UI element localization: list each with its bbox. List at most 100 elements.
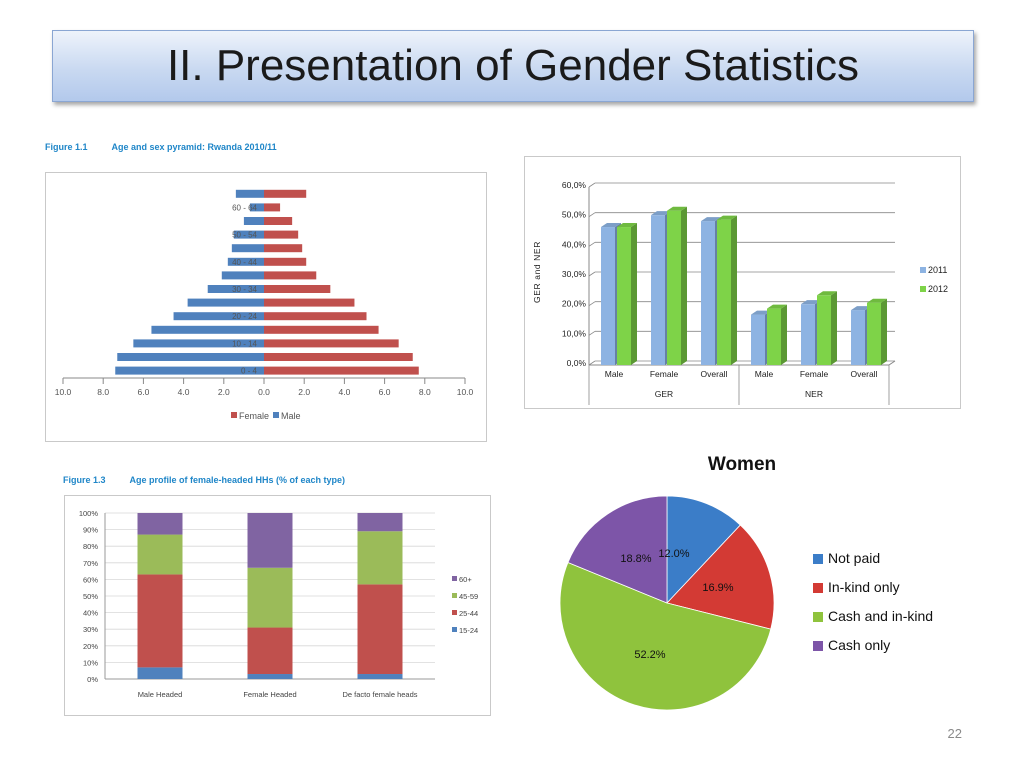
female-bar	[264, 312, 367, 321]
stack-segment-60+	[137, 513, 183, 535]
bar-top	[667, 206, 687, 211]
female-bar	[264, 353, 413, 361]
bar-top	[617, 223, 637, 228]
category-label: Male	[755, 369, 774, 379]
x-tick-label: 6.0	[137, 387, 149, 397]
age-group-label: 50 - 54	[232, 231, 257, 240]
bar-2012	[667, 206, 687, 365]
male-bar	[133, 339, 264, 348]
legend-swatch	[813, 612, 823, 622]
female-bar	[264, 189, 307, 198]
bar-2012	[717, 215, 737, 365]
bar-side	[731, 215, 737, 365]
category-label: Male Headed	[138, 690, 183, 699]
male-bar	[227, 257, 264, 266]
legend-swatch	[452, 576, 457, 581]
hh-figure-label: Figure 1.3	[63, 475, 106, 485]
bar-top	[601, 223, 621, 228]
age-group-label: 60 - 64	[232, 203, 257, 212]
male-bar	[151, 325, 264, 334]
grid-line-depth	[588, 271, 596, 277]
male-bar	[249, 203, 264, 212]
male-bar	[207, 285, 264, 293]
slide-title: II. Presentation of Gender Statistics	[166, 41, 860, 90]
grid-line-depth	[588, 331, 596, 336]
female-bar	[264, 366, 419, 375]
y-tick-label: 60%	[83, 575, 98, 584]
bar-front	[701, 221, 715, 365]
stack-segment-15-24	[247, 674, 293, 679]
category-label: De facto female heads	[342, 690, 417, 699]
y-tick-label: 100%	[79, 509, 99, 518]
grid-line-depth	[588, 242, 596, 247]
female-bar	[264, 230, 299, 239]
legend-swatch	[813, 583, 823, 593]
male-bar	[173, 312, 264, 321]
legend-label: Cash and in-kind	[828, 608, 933, 624]
bar-side	[831, 291, 837, 365]
grid-line-depth	[588, 360, 596, 366]
male-bar	[187, 298, 264, 307]
y-tick-label: 30%	[83, 625, 98, 634]
bar-front	[617, 227, 631, 365]
female-bar	[264, 244, 303, 253]
floor-right-edge	[888, 360, 896, 366]
x-tick-label: 2.0	[218, 387, 230, 397]
stack-segment-60+	[357, 513, 403, 532]
pyramid-caption: Figure 1.1 Age and sex pyramid: Rwanda 20…	[45, 142, 277, 152]
hh-stacked-chart: 0% 10% 20% 30% 40% 50% 60% 70% 80% 90% 100% Male He…	[79, 509, 478, 699]
legend-swatch	[813, 554, 823, 564]
y-tick-label: 10%	[83, 658, 98, 667]
bar-front	[817, 295, 831, 365]
pyramid-title: Age and sex pyramid: Rwanda 2010/11	[111, 142, 277, 152]
bar-top	[717, 215, 737, 220]
bar-front	[851, 310, 865, 365]
age-group-label: 10 - 14	[232, 339, 257, 348]
legend-swatch	[920, 267, 926, 273]
grid-line-depth	[588, 301, 596, 306]
legend-swatch	[452, 627, 457, 632]
legend-label-female: Female	[239, 411, 269, 421]
female-bar	[264, 257, 307, 266]
pie-slice	[666, 524, 775, 630]
y-tick-label: 0,0%	[567, 358, 587, 368]
y-tick-label: 20%	[83, 642, 98, 651]
age-group-label: 0 - 4	[241, 367, 258, 376]
bar-front	[801, 304, 815, 365]
grid-line-depth	[588, 212, 596, 217]
hh-caption: Figure 1.3 Age profile of female-headed H…	[63, 475, 345, 485]
bar-2012	[617, 223, 637, 365]
y-tick-label: 50%	[83, 592, 98, 601]
bar-2012	[867, 298, 887, 365]
male-bar	[235, 189, 264, 198]
legend-swatch-male	[273, 412, 279, 418]
pie-data-label: 12.0%	[658, 548, 689, 560]
bar-front	[601, 227, 615, 365]
y-tick-label: 40,0%	[562, 239, 587, 249]
female-bar	[264, 325, 379, 334]
bar-front	[667, 210, 681, 365]
legend-label: Not paid	[828, 550, 880, 566]
y-tick-label: 30,0%	[562, 269, 587, 279]
category-label: Female	[800, 369, 829, 379]
male-bar	[243, 217, 264, 225]
pie-slice	[567, 495, 668, 604]
ger-ner-panel: 0,0% 10,0% 20,0% 30,0% 40,0% 50,0% 60,0% GER an…	[524, 156, 961, 409]
hh-title: Age profile of female-headed HHs (% of e…	[129, 475, 346, 485]
y-tick-label: 80%	[83, 542, 98, 551]
female-bar	[264, 285, 331, 293]
category-label: Female Headed	[243, 690, 296, 699]
bar-2012	[767, 304, 787, 365]
x-tick-label: 10.0	[457, 387, 474, 397]
age-group-label: 40 - 44	[232, 258, 257, 267]
stack-segment-45-59	[137, 534, 183, 575]
y-tick-label: 40%	[83, 609, 98, 618]
y-axis-title: GER and NER	[532, 241, 542, 303]
bar-top	[751, 310, 771, 315]
age-group-label: 30 - 34	[232, 285, 257, 294]
stack-segment-45-59	[357, 531, 403, 585]
x-tick-label: 8.0	[97, 387, 109, 397]
y-tick-label: 70%	[83, 559, 98, 568]
male-bar	[117, 353, 265, 361]
bar-top	[651, 211, 671, 216]
